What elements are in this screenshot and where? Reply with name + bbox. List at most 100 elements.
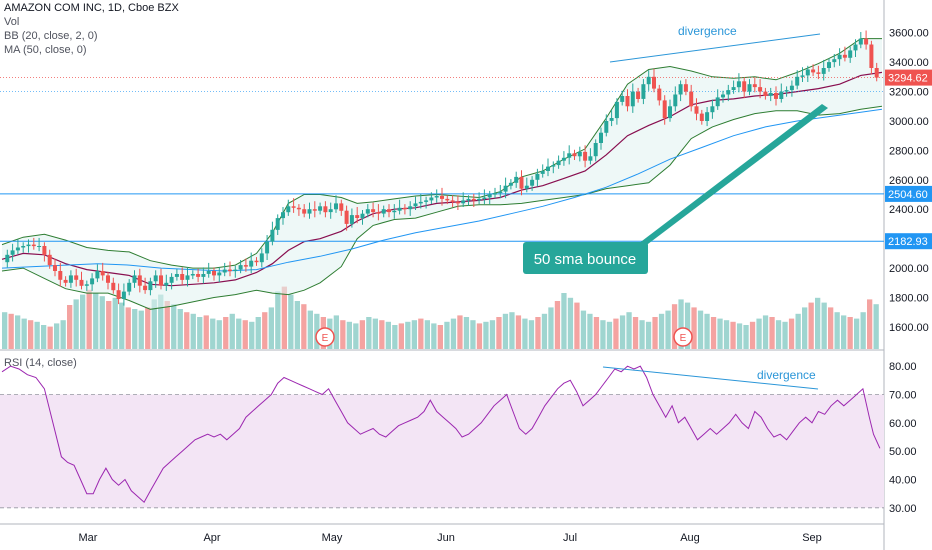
candle-body (858, 38, 863, 45)
volume-bar (795, 313, 801, 349)
price-label-text: 3294.62 (888, 73, 928, 85)
candle-body (281, 212, 285, 219)
volume-bar (41, 325, 47, 349)
volume-bar (346, 321, 352, 349)
price-label-badge[interactable] (885, 69, 932, 86)
volume-bar (567, 297, 574, 349)
candle-body (79, 279, 84, 286)
candle-body (784, 90, 789, 92)
candle-body (567, 153, 572, 158)
candle-body (318, 206, 323, 211)
candle-body (514, 176, 519, 183)
candle-body (604, 121, 609, 133)
volume-bar (834, 312, 840, 349)
earnings-marker-icon[interactable] (315, 327, 335, 347)
volume-bar (216, 320, 222, 349)
volume-bar (847, 317, 853, 349)
volume-bar (2, 312, 8, 349)
symbol-title[interactable]: AMAZON COM INC, 1D, Cboe BZX (4, 2, 179, 14)
volume-bar (67, 305, 73, 349)
time-axis[interactable]: Mar Apr May Jun Jul Aug Sep (79, 532, 822, 544)
volume-bar (281, 286, 287, 349)
volume-bar (197, 317, 203, 349)
candle-body (90, 278, 95, 285)
volume-bar (587, 313, 593, 349)
candle-body (731, 87, 736, 90)
candle-body (546, 166, 550, 171)
candle-body (689, 91, 694, 107)
candle-body (127, 282, 132, 292)
candle-body (392, 210, 397, 213)
ma50-line (1, 108, 883, 272)
volume-bar (593, 317, 600, 349)
candle-body (461, 200, 466, 204)
volume-bar (867, 299, 873, 349)
volume-bar (106, 301, 112, 349)
volume-bar (522, 318, 528, 349)
price-axis[interactable]: 1600.001800.002000.002200.002400.002600.… (885, 28, 932, 515)
candle-body (705, 112, 710, 121)
price-label-badge[interactable] (885, 185, 932, 202)
volume-bar (145, 307, 151, 349)
volume-bar (854, 318, 860, 349)
volume-bar (255, 317, 261, 349)
candle-body (381, 209, 386, 214)
volume-bar (502, 313, 509, 349)
rsi-pane[interactable] (0, 365, 884, 509)
candle-body (323, 206, 328, 213)
candle-body (779, 91, 784, 99)
rsi-band-fill (0, 394, 884, 508)
volume-bar (736, 323, 743, 349)
candle-body (715, 97, 720, 107)
volume-bar (8, 313, 14, 349)
volume-bar (262, 312, 268, 349)
volume-bar (580, 310, 587, 349)
candle-body (789, 85, 794, 91)
candle-body (471, 198, 476, 201)
candle-body (487, 194, 492, 198)
candle-body (768, 93, 773, 96)
volume-bar (80, 294, 86, 349)
volume-bar (561, 293, 567, 349)
volume-bar (658, 313, 665, 349)
volume-bar (229, 313, 235, 349)
volume-bar (626, 312, 632, 349)
volume-bar (450, 318, 457, 349)
earnings-marker-icon[interactable] (673, 327, 693, 347)
volume-bar (249, 321, 255, 349)
indicator-bb-label[interactable]: BB (20, close, 2, 0) (4, 30, 98, 42)
price-tick-label: 2600.00 (889, 175, 929, 187)
volume-bar (756, 318, 762, 349)
indicator-vol-label[interactable]: Vol (4, 16, 20, 28)
volume-bar (353, 323, 359, 349)
candle-body (577, 151, 582, 157)
candle-body (816, 72, 821, 74)
indicator-ma-label[interactable]: MA (50, close, 0) (4, 44, 87, 56)
candle-body (63, 279, 68, 283)
candle-body (561, 157, 566, 161)
time-tick-label: Jun (437, 532, 455, 544)
candle-body (641, 84, 646, 99)
candle-body (662, 100, 667, 119)
volume-bar (138, 310, 144, 349)
volume-bar (828, 307, 834, 349)
candle-body (636, 91, 641, 99)
volume-bar (158, 294, 164, 349)
volume-bar (392, 325, 398, 349)
volume-bar (743, 325, 749, 349)
volume-bar (802, 307, 808, 349)
volume-bar (769, 317, 775, 349)
volume-bar (431, 323, 437, 349)
candle-body (551, 165, 556, 167)
volume-bar (541, 313, 548, 349)
price-tick-label: 1600.00 (889, 322, 929, 334)
candle-body (503, 185, 508, 192)
price-label-badge[interactable] (885, 233, 932, 250)
volume-bar (619, 315, 626, 349)
indicator-rsi-label[interactable]: RSI (14, close) (4, 357, 77, 369)
candle-body (811, 69, 816, 73)
price-tick-label: 1800.00 (889, 293, 929, 305)
candle-body (572, 153, 577, 157)
